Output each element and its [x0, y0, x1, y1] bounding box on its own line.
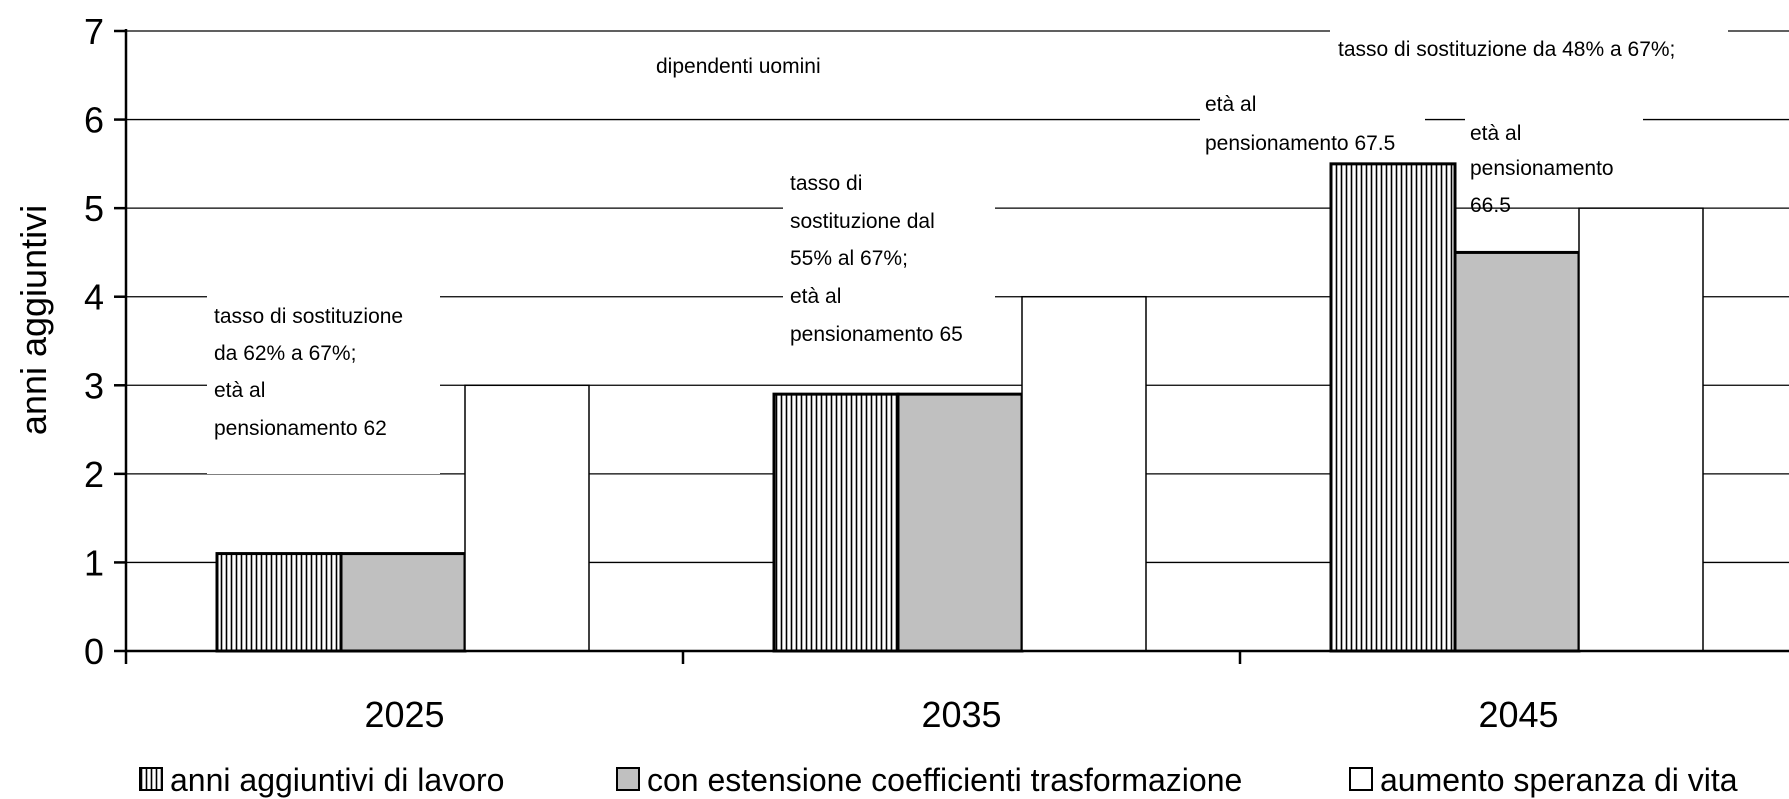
annotation-2045-a: età al pensionamento 67.5 [1200, 86, 1425, 160]
annotation-2045-a-line-2: pensionamento 67.5 [1205, 132, 1395, 155]
category-label-2045: 2045 [1478, 694, 1558, 735]
annotation-2035-line-2: sostituzione dal [790, 210, 935, 233]
bar-2025-series-1 [215, 552, 343, 653]
bar-2045-series-3 [1578, 207, 1704, 652]
y-tick-label: 0 [84, 631, 104, 672]
annotation-2045-top-text: tasso di sostituzione da 48% a 67%; [1338, 38, 1675, 61]
y-tick-label: 3 [84, 365, 104, 406]
annotation-2045-b-line-3: 66.5 [1470, 194, 1511, 217]
annotation-header: dipendenti uomini [640, 48, 850, 84]
bar-2035-series-3 [1021, 295, 1147, 652]
legend-swatch-grey [616, 767, 640, 791]
annotation-2045-b: età al pensionamento 66.5 [1465, 115, 1643, 217]
legend-label-series-3: aumento speranza di vita [1380, 762, 1738, 798]
y-tick-labels: 0 1 2 3 4 5 6 7 [84, 11, 104, 672]
annotation-2025: tasso di sostituzione da 62% a 67%; età … [207, 296, 440, 474]
category-label-2035: 2035 [921, 694, 1001, 735]
annotation-2045-top: tasso di sostituzione da 48% a 67%; [1330, 30, 1728, 68]
legend-swatch-hatched [139, 767, 163, 791]
legend-swatch-white [1349, 767, 1373, 791]
y-tick-label: 2 [84, 454, 104, 495]
bar-2025-series-3 [464, 384, 590, 652]
annotation-2035-line-3: 55% al 67%; [790, 247, 908, 270]
annotation-2045-b-line-1: età al [1470, 122, 1521, 145]
axis-ticks [114, 29, 1242, 664]
annotation-2035-line-5: pensionamento 65 [790, 323, 963, 346]
y-tick-label: 7 [84, 11, 104, 52]
annotation-2035-line-4: età al [790, 285, 841, 308]
annotation-2045-b-line-2: pensionamento [1470, 157, 1614, 180]
bar-2035-series-2 [896, 392, 1024, 653]
annotation-2035-line-1: tasso di [790, 172, 862, 195]
annotation-2025-line-4: pensionamento 62 [214, 417, 387, 440]
y-tick-label: 1 [84, 542, 104, 583]
bar-2025-series-2 [339, 552, 467, 653]
y-tick-label: 4 [84, 277, 104, 318]
legend-label-series-1: anni aggiuntivi di lavoro [170, 762, 504, 798]
y-tick-label: 5 [84, 188, 104, 229]
annotation-2045-a-line-1: età al [1205, 93, 1256, 116]
legend-label-series-2: con estensione coefficienti trasformazio… [647, 762, 1242, 798]
annotation-2025-line-1: tasso di sostituzione [214, 305, 403, 328]
annotation-2025-line-2: da 62% a 67%; [214, 342, 356, 365]
category-labels: 2025 2035 2045 [364, 694, 1558, 735]
category-label-2025: 2025 [364, 694, 444, 735]
y-tick-label: 6 [84, 100, 104, 141]
bar-2035-series-1 [772, 392, 900, 653]
annotation-2025-line-3: età al [214, 379, 265, 402]
bars [215, 162, 1704, 653]
bar-2045-series-1 [1329, 162, 1457, 653]
y-axis-label: anni aggiuntivi [13, 205, 54, 435]
annotation-2035: tasso di sostituzione dal 55% al 67%; et… [783, 165, 995, 357]
bar-2045-series-2 [1453, 250, 1581, 653]
annotation-header-text: dipendenti uomini [656, 55, 821, 78]
legend: anni aggiuntivi di lavoro con estensione… [139, 762, 1738, 798]
